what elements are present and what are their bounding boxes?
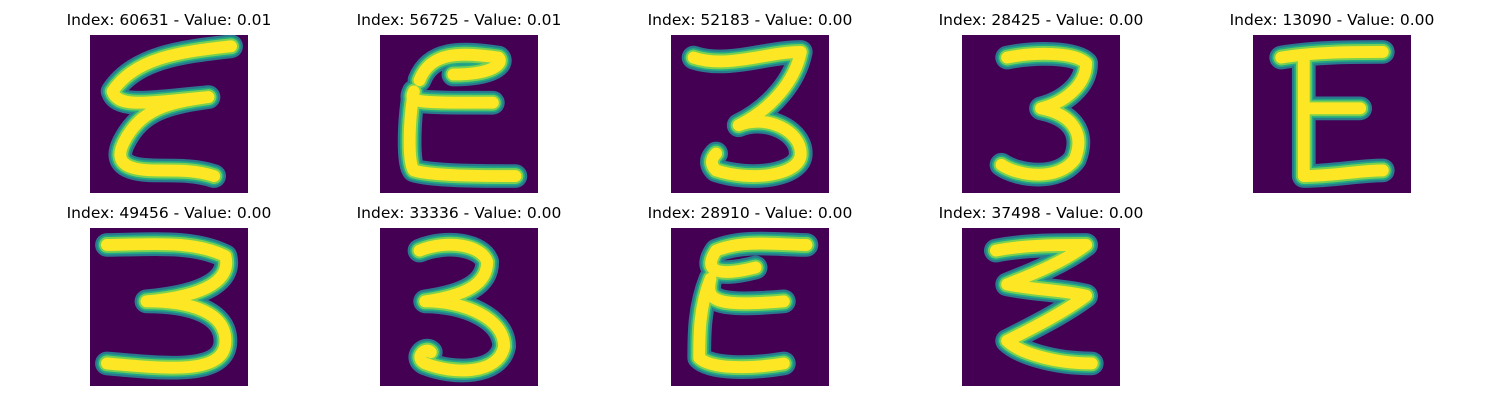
panel-title: Index: 28425 - Value: 0.00 — [938, 11, 1144, 29]
panel-title: Index: 52183 - Value: 0.00 — [647, 11, 853, 29]
panel-title: Index: 49456 - Value: 0.00 — [66, 204, 272, 222]
panel-9: Index: 37498 - Value: 0.00 — [921, 203, 1161, 386]
panel-5: Index: 13090 - Value: 0.00 — [1212, 10, 1452, 193]
panel-6: Index: 49456 - Value: 0.00 — [49, 203, 289, 386]
panel-2: Index: 56725 - Value: 0.01 — [339, 10, 579, 193]
glyph-image — [962, 35, 1120, 193]
glyph-stroke-layer-4 — [1275, 46, 1389, 182]
glyph-stroke-layer-4 — [106, 40, 237, 182]
glyph-stroke-layer-4 — [413, 238, 511, 377]
glyph-image — [1253, 35, 1411, 193]
glyph-stroke-layer-4 — [995, 47, 1093, 181]
panel-title: Index: 28910 - Value: 0.00 — [647, 204, 853, 222]
glyph-image — [90, 228, 248, 386]
panel-title: Index: 33336 - Value: 0.00 — [356, 204, 562, 222]
glyph-stroke-layer-4 — [687, 46, 807, 182]
panel-8: Index: 28910 - Value: 0.00 — [630, 203, 870, 386]
glyph-image — [380, 35, 538, 193]
glyph-image — [380, 228, 538, 386]
panel-7: Index: 33336 - Value: 0.00 — [339, 203, 579, 386]
glyph-image — [671, 35, 829, 193]
glyph-stroke-layer-4 — [403, 48, 522, 182]
panel-1: Index: 60631 - Value: 0.01 — [49, 10, 289, 193]
glyph-image — [671, 228, 829, 386]
panel-title: Index: 13090 - Value: 0.00 — [1229, 11, 1435, 29]
glyph-image — [90, 35, 248, 193]
glyph-stroke-layer-4 — [989, 239, 1098, 370]
glyph-image — [962, 228, 1120, 386]
panel-title: Index: 56725 - Value: 0.01 — [356, 11, 562, 29]
panel-title: Index: 60631 - Value: 0.01 — [66, 11, 272, 29]
panel-title: Index: 37498 - Value: 0.00 — [938, 204, 1144, 222]
glyph-stroke-layer-4 — [693, 237, 813, 374]
glyph-stroke-layer-4 — [101, 238, 233, 374]
panel-4: Index: 28425 - Value: 0.00 — [921, 10, 1161, 193]
panel-3: Index: 52183 - Value: 0.00 — [630, 10, 870, 193]
